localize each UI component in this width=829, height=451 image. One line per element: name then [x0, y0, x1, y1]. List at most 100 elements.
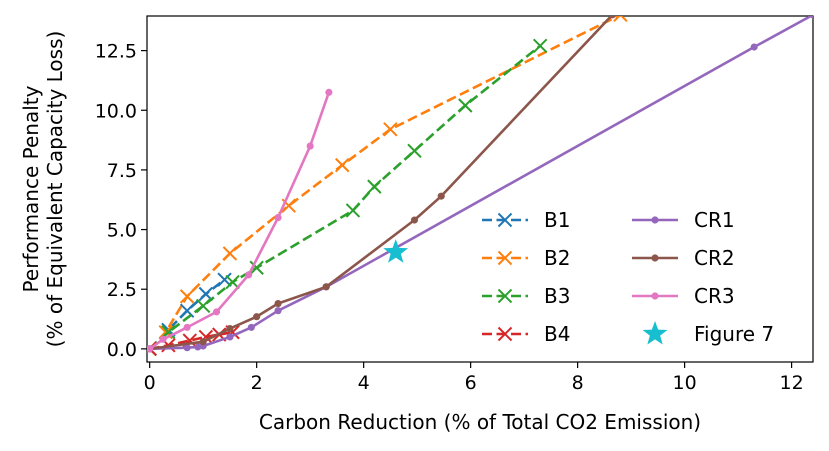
- data-point-b3: [532, 38, 548, 54]
- data-point-cr1: [194, 343, 202, 351]
- data-point-cr2: [437, 192, 445, 200]
- data-point-b2: [613, 16, 628, 23]
- legend-label: B1: [544, 208, 570, 232]
- legend: B1 B2 B3 B4 CR1 CR2 CR3 Figure 7: [482, 208, 774, 346]
- series-figure-7: [383, 239, 409, 263]
- data-point-cr1: [226, 333, 234, 341]
- series-line-b2: [148, 16, 621, 350]
- legend-label: CR1: [694, 208, 735, 232]
- data-point-b2: [179, 289, 195, 304]
- y-tick-label: 7.5: [107, 160, 137, 182]
- marker-stroke: [497, 212, 513, 228]
- x-tick-label: 2: [251, 372, 263, 394]
- data-point-b2: [383, 122, 398, 137]
- data-point-b1: [198, 286, 214, 302]
- x-tick-label: 10: [673, 372, 697, 394]
- legend-item-cr3: CR3: [632, 284, 735, 308]
- marker-stroke: [225, 274, 240, 290]
- y-axis-label-line1: Performance Penalty: [19, 85, 43, 292]
- y-tick-label: 2.5: [107, 279, 137, 301]
- data-point-figure-7: [383, 239, 409, 263]
- data-point-cr3: [159, 335, 167, 343]
- data-point-b2: [222, 246, 238, 261]
- marker-stroke: [335, 157, 350, 173]
- legend-marker: [642, 320, 668, 345]
- marker-stroke: [281, 198, 296, 213]
- legend-item-b1: B1: [482, 208, 570, 232]
- marker-stroke: [345, 203, 361, 218]
- marker-stroke: [249, 260, 264, 275]
- marker-stroke: [458, 98, 473, 113]
- data-point-b3: [249, 260, 264, 275]
- data-point-b3: [345, 203, 361, 218]
- data-point-cr2: [226, 325, 234, 333]
- data-point-cr1: [183, 344, 191, 352]
- legend-marker: [651, 216, 659, 224]
- marker-stroke: [179, 303, 195, 318]
- data-point-cr1: [274, 307, 282, 315]
- marker-stroke: [532, 38, 548, 54]
- legend-item-figure-7: Figure 7: [642, 320, 774, 346]
- series-line-b3: [148, 44, 541, 350]
- marker-stroke: [407, 143, 422, 159]
- marker-stroke: [195, 298, 211, 314]
- data-point-cr3: [183, 323, 191, 331]
- data-point-cr1: [247, 323, 255, 331]
- x-tick-label: 8: [572, 372, 584, 394]
- legend-label: B2: [544, 246, 570, 270]
- y-tick-label: 0.0: [107, 339, 137, 361]
- marker-stroke: [497, 326, 513, 342]
- data-point-cr3: [212, 308, 221, 316]
- x-tick-label: 6: [465, 372, 477, 394]
- data-point-b3: [458, 98, 473, 113]
- legend-item-cr2: CR2: [632, 246, 735, 270]
- y-axis-label-line2: (% of Equivalent Capacity Loss): [43, 31, 67, 348]
- marker-stroke: [383, 122, 398, 137]
- marker-stroke: [179, 289, 195, 304]
- legend-marker: [651, 292, 659, 300]
- data-point-cr3: [274, 214, 282, 222]
- series-cr1: [147, 16, 813, 353]
- legend-marker: [497, 250, 513, 266]
- legend-marker: [651, 254, 659, 262]
- marker-stroke: [620, 16, 628, 23]
- data-point-cr2: [253, 313, 261, 321]
- data-point-cr2: [609, 16, 616, 19]
- legend-item-b4: B4: [482, 322, 570, 346]
- series-line-cr2: [149, 16, 614, 351]
- data-point-b1: [179, 303, 195, 318]
- data-point-b3: [407, 143, 422, 159]
- data-point-cr2: [410, 216, 419, 224]
- marker-stroke: [497, 250, 513, 266]
- marker-stroke: [222, 246, 238, 261]
- legend-label: B3: [544, 284, 570, 308]
- marker-stroke: [367, 179, 382, 194]
- data-point-cr3: [147, 345, 154, 353]
- series-line-cr1: [149, 16, 813, 351]
- plot-frame: [146, 15, 814, 363]
- marker-stroke: [217, 272, 232, 287]
- y-tick-label: 5.0: [107, 220, 137, 242]
- data-point-b3: [367, 179, 382, 194]
- legend-item-cr1: CR1: [632, 208, 735, 232]
- data-point-cr3: [245, 271, 253, 279]
- legend-label: CR2: [694, 246, 735, 270]
- x-tick-label: 0: [144, 372, 156, 394]
- data-point-cr2: [274, 299, 282, 308]
- data-point-b3: [195, 298, 211, 314]
- data-point-b3: [225, 274, 240, 290]
- marker-stroke: [198, 286, 214, 302]
- marker-stroke: [613, 16, 621, 23]
- data-point-cr1: [809, 16, 813, 19]
- data-point-cr3: [306, 142, 314, 150]
- x-axis-label: Carbon Reduction (% of Total CO2 Emissio…: [259, 410, 701, 434]
- legend-label: CR3: [694, 284, 735, 308]
- series-layer: [147, 16, 813, 357]
- data-point-cr3: [325, 88, 333, 96]
- series-line-cr3: [148, 91, 331, 350]
- data-point-b2: [335, 157, 350, 173]
- data-point-cr1: [750, 43, 758, 51]
- legend-label: B4: [544, 322, 570, 346]
- y-tick-label: 10.0: [95, 100, 137, 122]
